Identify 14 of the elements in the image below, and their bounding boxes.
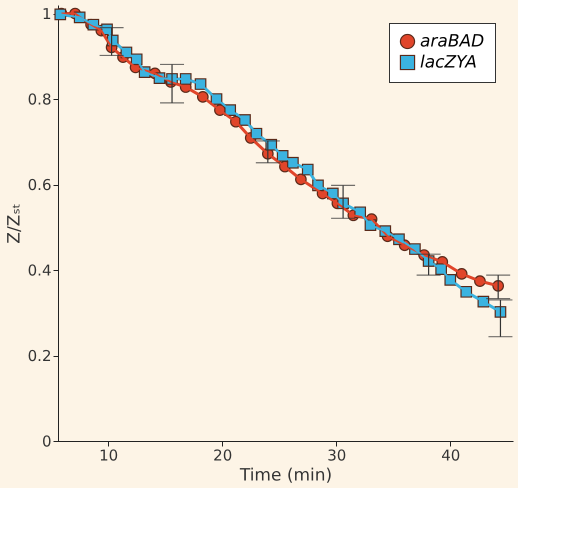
x-tick-label: 20 (213, 446, 232, 464)
y-tick-label: 0.4 (28, 262, 52, 280)
y-tick-label: 0.6 (28, 176, 52, 194)
y-axis-title: Z/Zₛₜ (4, 203, 25, 244)
y-tick-label: 0.2 (28, 347, 52, 366)
x-tick-label: 30 (327, 446, 346, 464)
x-tick-label: 40 (441, 446, 460, 464)
x-axis-title: Time (min) (238, 466, 332, 486)
x-tick-label: 10 (99, 446, 118, 464)
y-tick-label: 1 (42, 5, 52, 24)
legend-label: araBAD (420, 32, 484, 52)
y-tick-label: 0.8 (28, 90, 52, 109)
y-tick-label: 0 (42, 432, 52, 450)
legend-label: lacZYA (420, 52, 477, 72)
